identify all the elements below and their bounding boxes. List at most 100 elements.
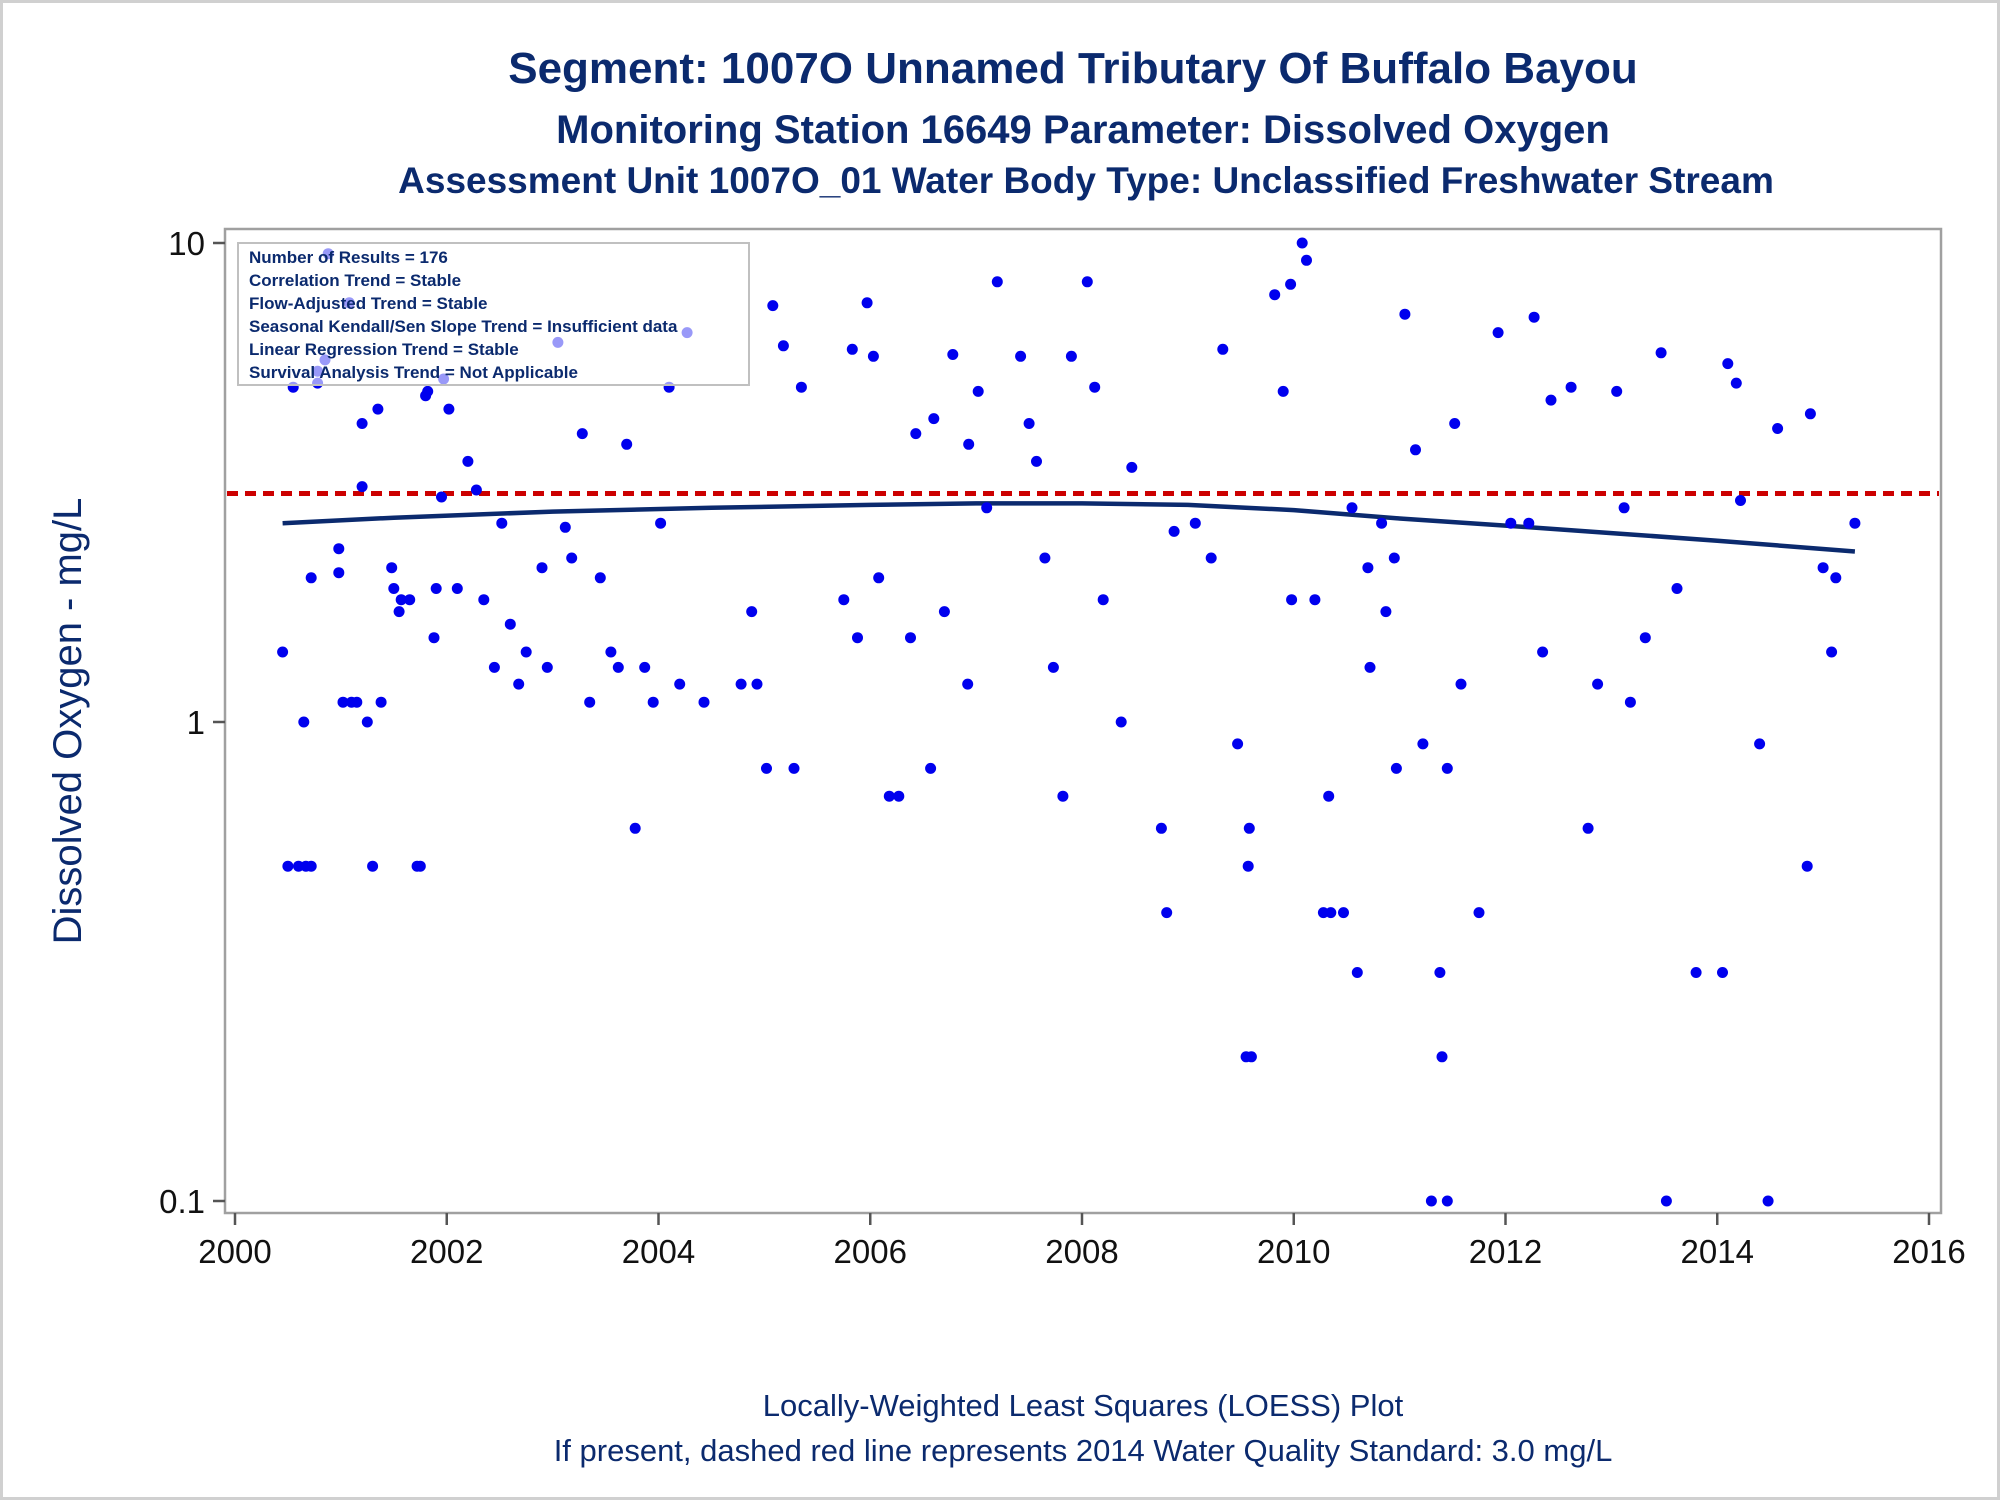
data-point xyxy=(1388,552,1400,564)
data-point xyxy=(1722,358,1734,370)
inset-line-results: Number of Results = 176 xyxy=(249,248,448,267)
data-point xyxy=(612,661,624,673)
data-point xyxy=(504,618,516,630)
data-point xyxy=(938,606,950,618)
data-point xyxy=(1425,1195,1437,1207)
data-point xyxy=(605,646,617,658)
data-point xyxy=(404,594,416,606)
data-point xyxy=(1441,762,1453,774)
data-point xyxy=(1717,967,1728,978)
data-point xyxy=(1455,678,1467,690)
data-point xyxy=(1436,1051,1448,1063)
data-point xyxy=(1362,562,1374,574)
data-point xyxy=(647,696,659,708)
data-point xyxy=(393,606,405,618)
x-tick-label: 2000 xyxy=(198,1233,271,1270)
data-point xyxy=(541,661,553,673)
data-point xyxy=(1449,418,1461,429)
data-point xyxy=(1325,907,1337,919)
data-point xyxy=(735,678,747,690)
data-point xyxy=(1826,646,1838,658)
data-point xyxy=(361,716,373,728)
inset-line-survival-analysis: Survival Analysis Trend = Not Applicable xyxy=(249,363,578,382)
data-point xyxy=(1296,237,1308,249)
data-point xyxy=(1537,646,1549,658)
data-point xyxy=(1611,385,1623,397)
stats-inset-box xyxy=(237,242,750,386)
data-point xyxy=(1849,517,1861,529)
data-point xyxy=(1338,907,1349,919)
data-point xyxy=(1057,790,1069,802)
data-point xyxy=(566,552,578,564)
data-point xyxy=(1817,562,1829,574)
data-point xyxy=(1528,311,1540,323)
data-point xyxy=(1801,860,1813,872)
y-tick-label: 0.1 xyxy=(159,1183,205,1220)
data-point xyxy=(1189,517,1201,529)
data-point xyxy=(1065,350,1077,362)
data-point xyxy=(488,661,500,673)
data-point xyxy=(422,385,434,397)
data-point xyxy=(559,521,571,533)
data-point xyxy=(1232,738,1244,750)
data-point xyxy=(1660,1195,1672,1207)
data-point xyxy=(846,343,858,355)
data-point xyxy=(639,661,651,673)
data-point xyxy=(1115,716,1127,728)
data-point xyxy=(674,678,686,690)
data-point xyxy=(443,403,455,415)
data-point xyxy=(414,860,426,872)
x-tick-label: 2008 xyxy=(1045,1233,1118,1270)
data-point xyxy=(1417,738,1429,750)
data-point xyxy=(430,583,442,594)
data-point xyxy=(1545,394,1557,406)
data-point xyxy=(788,762,800,774)
data-point xyxy=(372,403,384,415)
data-point xyxy=(462,455,474,467)
y-axis-label: Dissolved Oxygen - mg/L xyxy=(46,498,90,945)
data-point xyxy=(451,583,463,594)
data-point xyxy=(698,696,710,708)
data-point xyxy=(536,562,548,574)
data-point xyxy=(1473,907,1485,919)
data-point xyxy=(305,860,317,872)
data-point xyxy=(470,484,482,496)
y-tick-label: 10 xyxy=(168,225,205,262)
data-point xyxy=(621,438,633,450)
data-point xyxy=(795,381,807,393)
data-point xyxy=(1390,762,1402,774)
chart-subtitle-2: Assessment Unit 1007O_01 Water Body Type… xyxy=(398,160,1774,201)
data-point xyxy=(1015,350,1027,362)
data-point xyxy=(1376,517,1388,529)
data-point xyxy=(962,678,974,690)
data-point xyxy=(356,418,368,429)
axes: 2000 2002 2004 2006 2008 2010 2012 2014 2016 0.1 1… xyxy=(159,225,1966,1270)
data-point xyxy=(1830,572,1842,584)
inset-line-seasonal-kendall: Seasonal Kendall/Sen Slope Trend = Insuf… xyxy=(249,317,678,336)
data-point xyxy=(1671,583,1683,594)
chart-title: Segment: 1007O Unnamed Tributary Of Buff… xyxy=(508,44,1638,93)
data-point xyxy=(1155,822,1167,834)
data-point xyxy=(576,428,588,440)
data-point xyxy=(337,696,349,708)
x-tick-label: 2012 xyxy=(1469,1233,1542,1270)
data-point xyxy=(1735,495,1746,506)
data-point xyxy=(981,502,993,514)
data-point xyxy=(367,860,379,872)
data-point xyxy=(1762,1195,1774,1207)
data-point xyxy=(333,567,345,579)
data-point xyxy=(356,481,368,493)
data-point xyxy=(1730,377,1742,389)
data-point xyxy=(767,300,779,312)
data-point xyxy=(629,822,641,834)
x-tick-label: 2014 xyxy=(1681,1233,1754,1270)
data-point xyxy=(386,562,398,574)
data-point xyxy=(1434,967,1446,978)
data-point xyxy=(1301,254,1312,266)
data-point xyxy=(1505,517,1517,529)
data-point xyxy=(1309,594,1321,606)
data-point xyxy=(1286,594,1298,606)
data-point xyxy=(1168,525,1180,537)
points-group xyxy=(277,237,1861,1207)
